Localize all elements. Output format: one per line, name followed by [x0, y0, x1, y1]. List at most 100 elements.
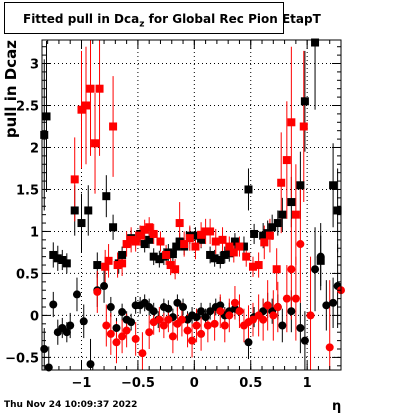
black-square-marker [42, 112, 51, 121]
black-circle-marker [296, 324, 305, 333]
black-circle-marker [311, 265, 320, 274]
red-circle-marker [106, 329, 115, 338]
black-square-marker [49, 250, 58, 259]
black-circle-marker [216, 301, 225, 310]
red-circle-marker [235, 307, 244, 316]
red-circle-marker [263, 301, 272, 310]
red-square-marker [171, 265, 180, 274]
black-circle-marker [106, 303, 115, 312]
red-circle-marker [220, 321, 229, 330]
axis-layer: −1 −0.5 0 0.5 1 −0.5 0 0.5 1 1.5 2 2.5 3 [5, 40, 342, 391]
red-square-marker [91, 139, 100, 148]
red-circle-marker [118, 332, 127, 341]
x-tick-label: 0 [190, 376, 199, 391]
red-circle-marker [203, 321, 212, 330]
black-circle-marker [287, 307, 296, 316]
red-square-marker [287, 118, 296, 127]
black-square-marker [210, 254, 219, 263]
black-circle-marker [164, 304, 173, 313]
red-circle-marker [168, 332, 177, 341]
red-square-marker [175, 219, 184, 228]
red-square-marker [299, 122, 308, 131]
black-square-marker [93, 261, 102, 270]
red-circle-marker [192, 321, 201, 330]
black-circle-marker [206, 307, 215, 316]
red-circle-marker [210, 319, 219, 328]
red-square-marker [82, 101, 91, 110]
red-circle-marker [291, 294, 300, 303]
x-axis-label: η [332, 399, 341, 414]
black-square-marker [287, 198, 296, 207]
black-square-marker [172, 242, 181, 251]
x-tick-label: 1 [303, 376, 312, 391]
y-tick-label: 0.5 [16, 267, 39, 282]
black-circle-marker [329, 298, 338, 307]
red-square-marker [272, 265, 281, 274]
red-square-marker [282, 156, 291, 165]
black-square-marker [168, 250, 177, 259]
black-circle-marker [62, 328, 71, 337]
black-square-marker [197, 235, 206, 244]
black-circle-marker [300, 336, 309, 345]
red-square-marker [206, 227, 215, 236]
black-circle-marker [278, 321, 287, 330]
red-circle-marker [164, 315, 173, 324]
red-circle-marker [122, 326, 131, 335]
black-square-marker [149, 252, 158, 261]
black-square-marker [296, 181, 305, 190]
red-square-marker [166, 261, 175, 270]
red-square-marker [185, 234, 194, 243]
red-square-marker [86, 84, 95, 93]
red-square-marker [127, 235, 136, 244]
black-circle-marker [100, 282, 109, 291]
red-square-marker [254, 261, 263, 270]
timestamp-footer: Thu Nov 24 10:09:37 2022 [4, 400, 138, 410]
black-circle-marker [86, 360, 95, 369]
red-circle-marker [197, 329, 206, 338]
black-circle-marker [149, 307, 158, 316]
red-square-marker [180, 240, 189, 249]
red-square-marker [260, 238, 269, 247]
y-tick-label: 0 [30, 309, 39, 324]
red-circle-marker [216, 307, 225, 316]
red-square-marker [149, 229, 158, 238]
y-tick-label: 2.5 [16, 99, 39, 114]
title-prefix: Fitted pull in Dca [23, 12, 140, 26]
red-square-marker [104, 256, 113, 265]
red-circle-marker [112, 338, 121, 347]
black-square-marker [191, 231, 200, 240]
red-circle-marker [138, 349, 147, 358]
red-circle-marker [282, 294, 291, 303]
y-tick-label: 1.5 [16, 183, 39, 198]
red-circle-marker [93, 287, 102, 296]
red-circle-marker [230, 298, 239, 307]
red-square-marker [225, 242, 234, 251]
red-square-marker [136, 231, 145, 240]
red-circle-marker [296, 240, 305, 249]
red-square-marker [145, 223, 154, 232]
black-square-marker [273, 219, 282, 228]
black-circle-marker [44, 363, 53, 372]
y-tick-label: 3 [30, 58, 39, 73]
black-square-marker [145, 235, 154, 244]
y-tick-label: −0.5 [5, 351, 39, 366]
black-circle-marker [173, 298, 182, 307]
red-square-marker [242, 252, 251, 261]
black-square-marker [250, 229, 259, 238]
red-circle-marker [131, 334, 140, 343]
black-circle-marker [118, 308, 127, 317]
black-circle-marker [112, 324, 121, 333]
black-circle-marker [179, 303, 188, 312]
red-circle-marker [145, 328, 154, 337]
red-square-marker [101, 262, 110, 271]
black-square-marker [311, 38, 320, 47]
black-square-marker [268, 223, 277, 232]
black-square-marker [77, 219, 86, 228]
black-square-marker [84, 206, 93, 215]
red-square-marker [229, 248, 238, 257]
black-square-marker [244, 185, 253, 194]
x-tick-label: 0.5 [239, 376, 262, 391]
plot-frame [41, 39, 342, 371]
black-square-marker [220, 250, 229, 259]
